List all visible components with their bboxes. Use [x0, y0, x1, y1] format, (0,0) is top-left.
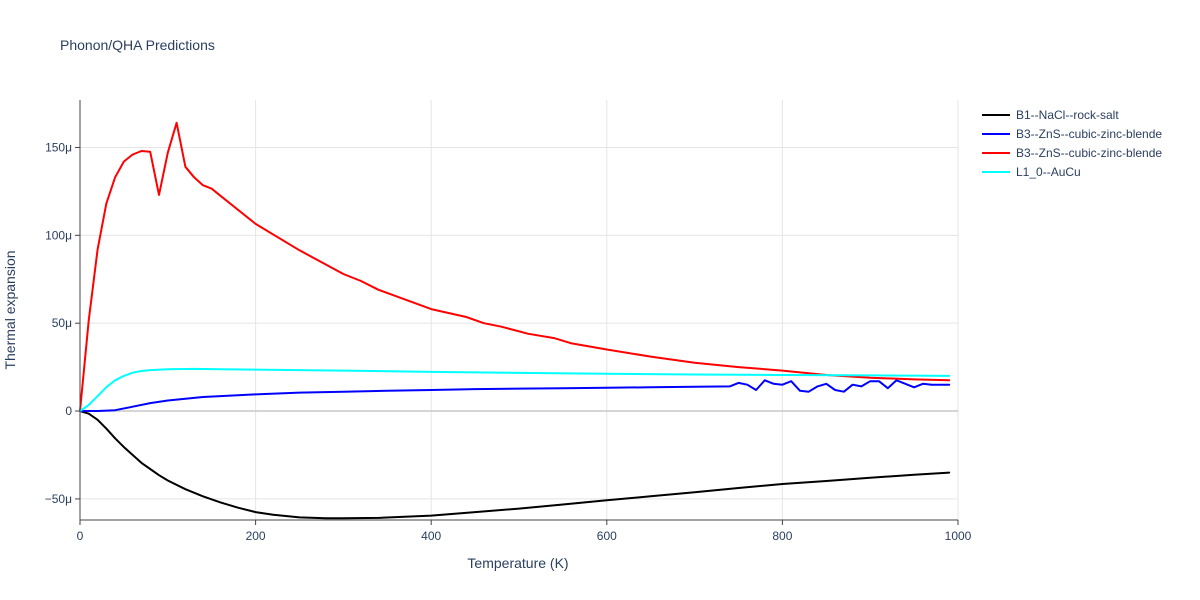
y-tick-label: 150μ	[45, 140, 72, 154]
series-line-1	[79, 379, 951, 412]
x-tick-label: 200	[246, 529, 266, 543]
legend-item-0[interactable]: B1--NaCl--rock-salt	[982, 108, 1119, 122]
y-tick-label: 100μ	[45, 228, 72, 242]
legend-item-2[interactable]: B3--ZnS--cubic-zinc-blende	[982, 146, 1162, 160]
x-tick-label: 1000	[945, 529, 972, 543]
legend-label: B3--ZnS--cubic-zinc-blende	[1016, 146, 1162, 160]
legend-item-3[interactable]: L1_0--AuCu	[982, 165, 1081, 179]
x-tick-label: 600	[597, 529, 617, 543]
axes	[75, 100, 959, 525]
y-tick-label: 50μ	[52, 316, 72, 330]
grid	[80, 100, 959, 520]
plot-series	[79, 121, 951, 520]
series-line-3	[79, 367, 951, 412]
x-tick-labels: 0 200 400 600 800 1000	[77, 529, 972, 543]
legend-label: B1--NaCl--rock-salt	[1016, 108, 1119, 122]
legend[interactable]: B1--NaCl--rock-salt B3--ZnS--cubic-zinc-b…	[982, 108, 1162, 179]
x-tick-label: 400	[421, 529, 441, 543]
series-line-0	[79, 410, 951, 520]
y-tick-label: −50μ	[45, 492, 72, 506]
chart-title: Phonon/QHA Predictions	[60, 37, 215, 53]
x-tick-label: 0	[77, 529, 84, 543]
x-axis-title: Temperature (K)	[467, 555, 568, 571]
x-tick-label: 800	[772, 529, 792, 543]
legend-item-1[interactable]: B3--ZnS--cubic-zinc-blende	[982, 127, 1162, 141]
legend-label: L1_0--AuCu	[1016, 165, 1081, 179]
y-tick-label: 0	[65, 404, 72, 418]
y-tick-labels: −50μ 0 50μ 100μ 150μ	[45, 140, 73, 505]
legend-label: B3--ZnS--cubic-zinc-blende	[1016, 127, 1162, 141]
series-line-2	[79, 121, 951, 412]
y-axis-title: Thermal expansion	[2, 250, 18, 369]
